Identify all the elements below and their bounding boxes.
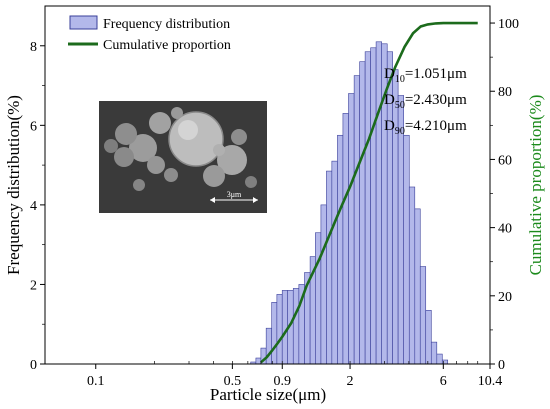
x-tick-label: 0.5 [224,374,242,389]
y2-tick-label: 100 [498,17,519,32]
frequency-bar [375,41,382,365]
y-tick-label: 4 [30,199,37,214]
frequency-bar [364,51,371,365]
frequency-bar [255,357,262,365]
d50-annotation: D50=2.430μm [384,92,467,111]
x-tick-label: 0.1 [87,374,105,389]
y-tick-label: 2 [30,278,37,293]
x-tick-label: 6 [440,374,447,389]
cumulative-proportion-line [260,21,478,364]
x-axis-label: Particle size(μm) [210,385,326,404]
y-tick-label: 6 [30,119,37,134]
frequency-bar [348,93,355,365]
legend-label-frequency: Frequency distribution [103,17,230,32]
y-tick-label: 8 [30,40,37,55]
frequency-bar [281,290,289,365]
y2-tick-label: 40 [498,222,512,237]
frequency-bar [425,309,432,365]
legend: Frequency distribution Cumulative propor… [68,15,231,53]
frequency-bar [337,134,344,365]
y-tick-label: 0 [30,358,37,373]
d10-annotation: D10=1.051μm [384,66,467,85]
frequency-bars [250,41,449,365]
frequency-bar [370,47,377,365]
frequency-bar [315,232,322,365]
y2-tick-label: 80 [498,85,512,100]
y2-tick-label: 0 [498,358,505,373]
frequency-bar [359,61,366,365]
y2-axis-ticks: 0 20 40 60 80 100 [490,17,519,373]
y-axis-ticks: 0 2 4 6 8 [30,40,45,373]
frequency-bar [326,170,333,365]
d90-annotation: D90=4.210μm [384,118,467,137]
y2-axis-label: Cumulative proportion(%) [526,95,545,276]
frequency-bar [408,186,416,365]
frequency-bar [331,160,338,365]
frequency-bar [430,341,438,365]
scale-bar-label: 3μm [227,190,242,199]
plot-frame [44,5,491,365]
frequency-bar [271,302,278,365]
d-values-annotation: D10=1.051μm D50=2.430μm D90=4.210μm [384,66,467,137]
x-tick-label: 0.9 [274,374,292,389]
frequency-bar [342,113,349,365]
legend-swatch-frequency [69,15,98,30]
x-tick-label: 2 [347,374,354,389]
x-tick-label: 10.4 [478,374,503,389]
frequency-bar [414,208,421,365]
y2-tick-label: 20 [498,290,512,305]
y-axis-label: Frequency distribution(%) [4,95,23,275]
legend-label-cumulative: Cumulative proportion [103,38,231,53]
y2-tick-label: 60 [498,153,512,168]
frequency-bar [392,69,399,365]
frequency-bar [276,294,283,365]
frequency-bar [292,288,300,365]
x-axis-ticks: 0.1 0.5 0.9 2 6 10.4 [87,361,502,389]
frequency-bar [436,353,443,365]
frequency-bar [320,204,327,365]
frequency-bar [403,134,410,365]
frequency-bar [419,266,427,365]
frequency-bar [353,75,360,365]
sem-inset-image: 3μm [99,101,267,213]
